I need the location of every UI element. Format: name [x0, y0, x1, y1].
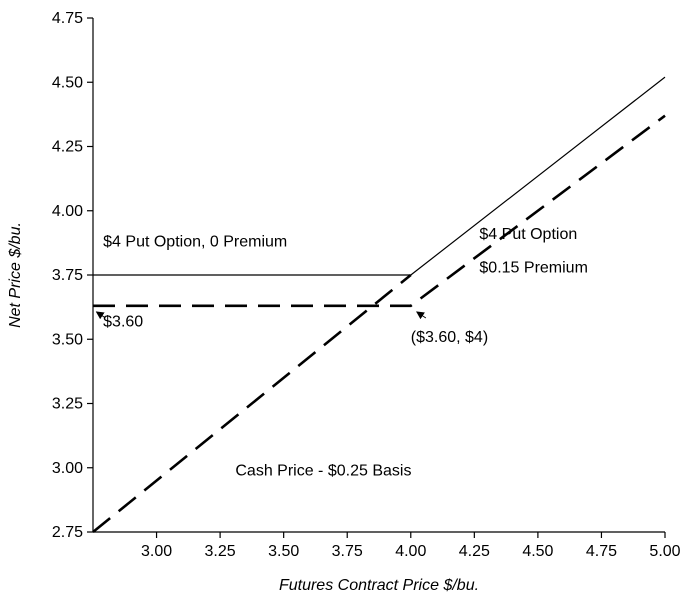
series-line-3 [92, 273, 412, 534]
annotation-p360: $3.60 [103, 313, 143, 330]
y-tick-label: 4.75 [52, 10, 83, 27]
x-tick-label: 4.00 [395, 543, 426, 560]
x-tick-label: 3.25 [205, 543, 236, 560]
y-tick-label: 3.25 [52, 396, 83, 413]
annotation-arrow [416, 311, 427, 320]
x-tick-label: 3.75 [332, 543, 363, 560]
y-tick-label: 4.50 [52, 74, 83, 91]
annotation-put15b: $0.15 Premium [479, 259, 588, 276]
series-line-2 [93, 114, 666, 308]
annotation-put15a: $4 Put Option [479, 226, 577, 243]
y-tick-label: 4.25 [52, 139, 83, 156]
y-tick-label: 4.00 [52, 203, 83, 220]
y-tick-label: 2.75 [52, 524, 83, 541]
annotation-p360_4: ($3.60, $4) [411, 329, 488, 346]
x-axis-title: Futures Contract Price $/bu. [279, 577, 479, 594]
y-axis-title: Net Price $/bu. [7, 222, 24, 328]
axes: 2.75 3.00 3.25 3.50 3.75 4.00 4.25 4.50 4.75 3.00… [52, 10, 681, 560]
x-tick-label: 4.75 [586, 543, 617, 560]
annotations: $4 Put Option, 0 Premium $4 Put Option $0.… [95, 226, 588, 479]
y-tick-label: 3.50 [52, 331, 83, 348]
x-tick-label: 4.25 [459, 543, 490, 560]
annotation-arrow [95, 311, 106, 320]
y-tick-label: 3.75 [52, 267, 83, 284]
x-tick-label: 3.50 [268, 543, 299, 560]
x-tick-label: 3.00 [141, 543, 172, 560]
series-layer [92, 76, 666, 534]
annotation-put0: $4 Put Option, 0 Premium [103, 234, 287, 251]
x-tick-label: 4.50 [522, 543, 553, 560]
y-tick-label: 3.00 [52, 460, 83, 477]
annotation-cash: Cash Price - $0.25 Basis [235, 462, 411, 479]
x-tick-label: 5.00 [649, 543, 680, 560]
